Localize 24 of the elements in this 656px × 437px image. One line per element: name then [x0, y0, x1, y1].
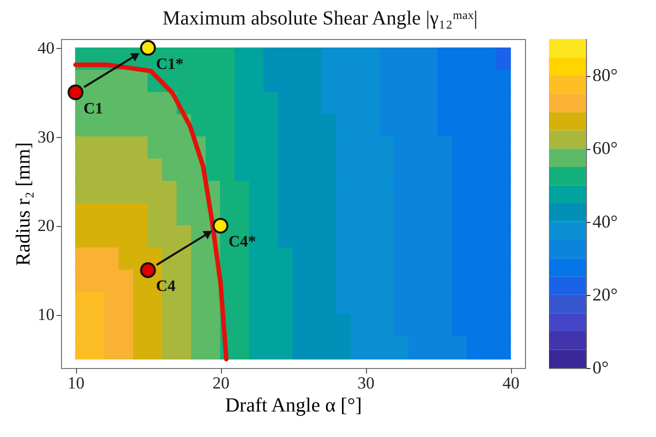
x-tick-label: 10 — [68, 374, 84, 392]
annotation: C4* — [228, 234, 256, 251]
y-tick-label: 20 — [38, 216, 54, 236]
y-tick-label: 30 — [38, 127, 54, 146]
color-bar-label: 80° — [592, 65, 618, 86]
point — [140, 40, 156, 56]
x-tick-label: 40 — [502, 374, 520, 392]
y-tick-label: 40 — [38, 38, 54, 58]
x-tick-label: 20 — [212, 374, 230, 392]
point — [212, 218, 228, 234]
y-tick-label: 10 — [38, 305, 54, 324]
color-bar-label: 0° — [592, 358, 609, 378]
annotation: C1 — [84, 100, 104, 118]
annotation: C1* — [156, 56, 184, 73]
color-bar-label: 60° — [592, 138, 618, 158]
annotation: C4 — [156, 278, 176, 296]
color-bar-label: 20° — [592, 284, 618, 304]
point — [68, 84, 84, 100]
chart-title: Maximum absolute Shear Angle |γ₁₂ᵐᵃˣ| — [162, 8, 478, 30]
point — [140, 262, 156, 278]
color-bar-label: 40° — [592, 211, 618, 232]
x-tick-label: 30 — [358, 374, 374, 392]
x-axis-title: Draft Angle α [°] — [225, 394, 362, 416]
y-axis-title: Radius r₂ [mm] — [12, 142, 34, 266]
